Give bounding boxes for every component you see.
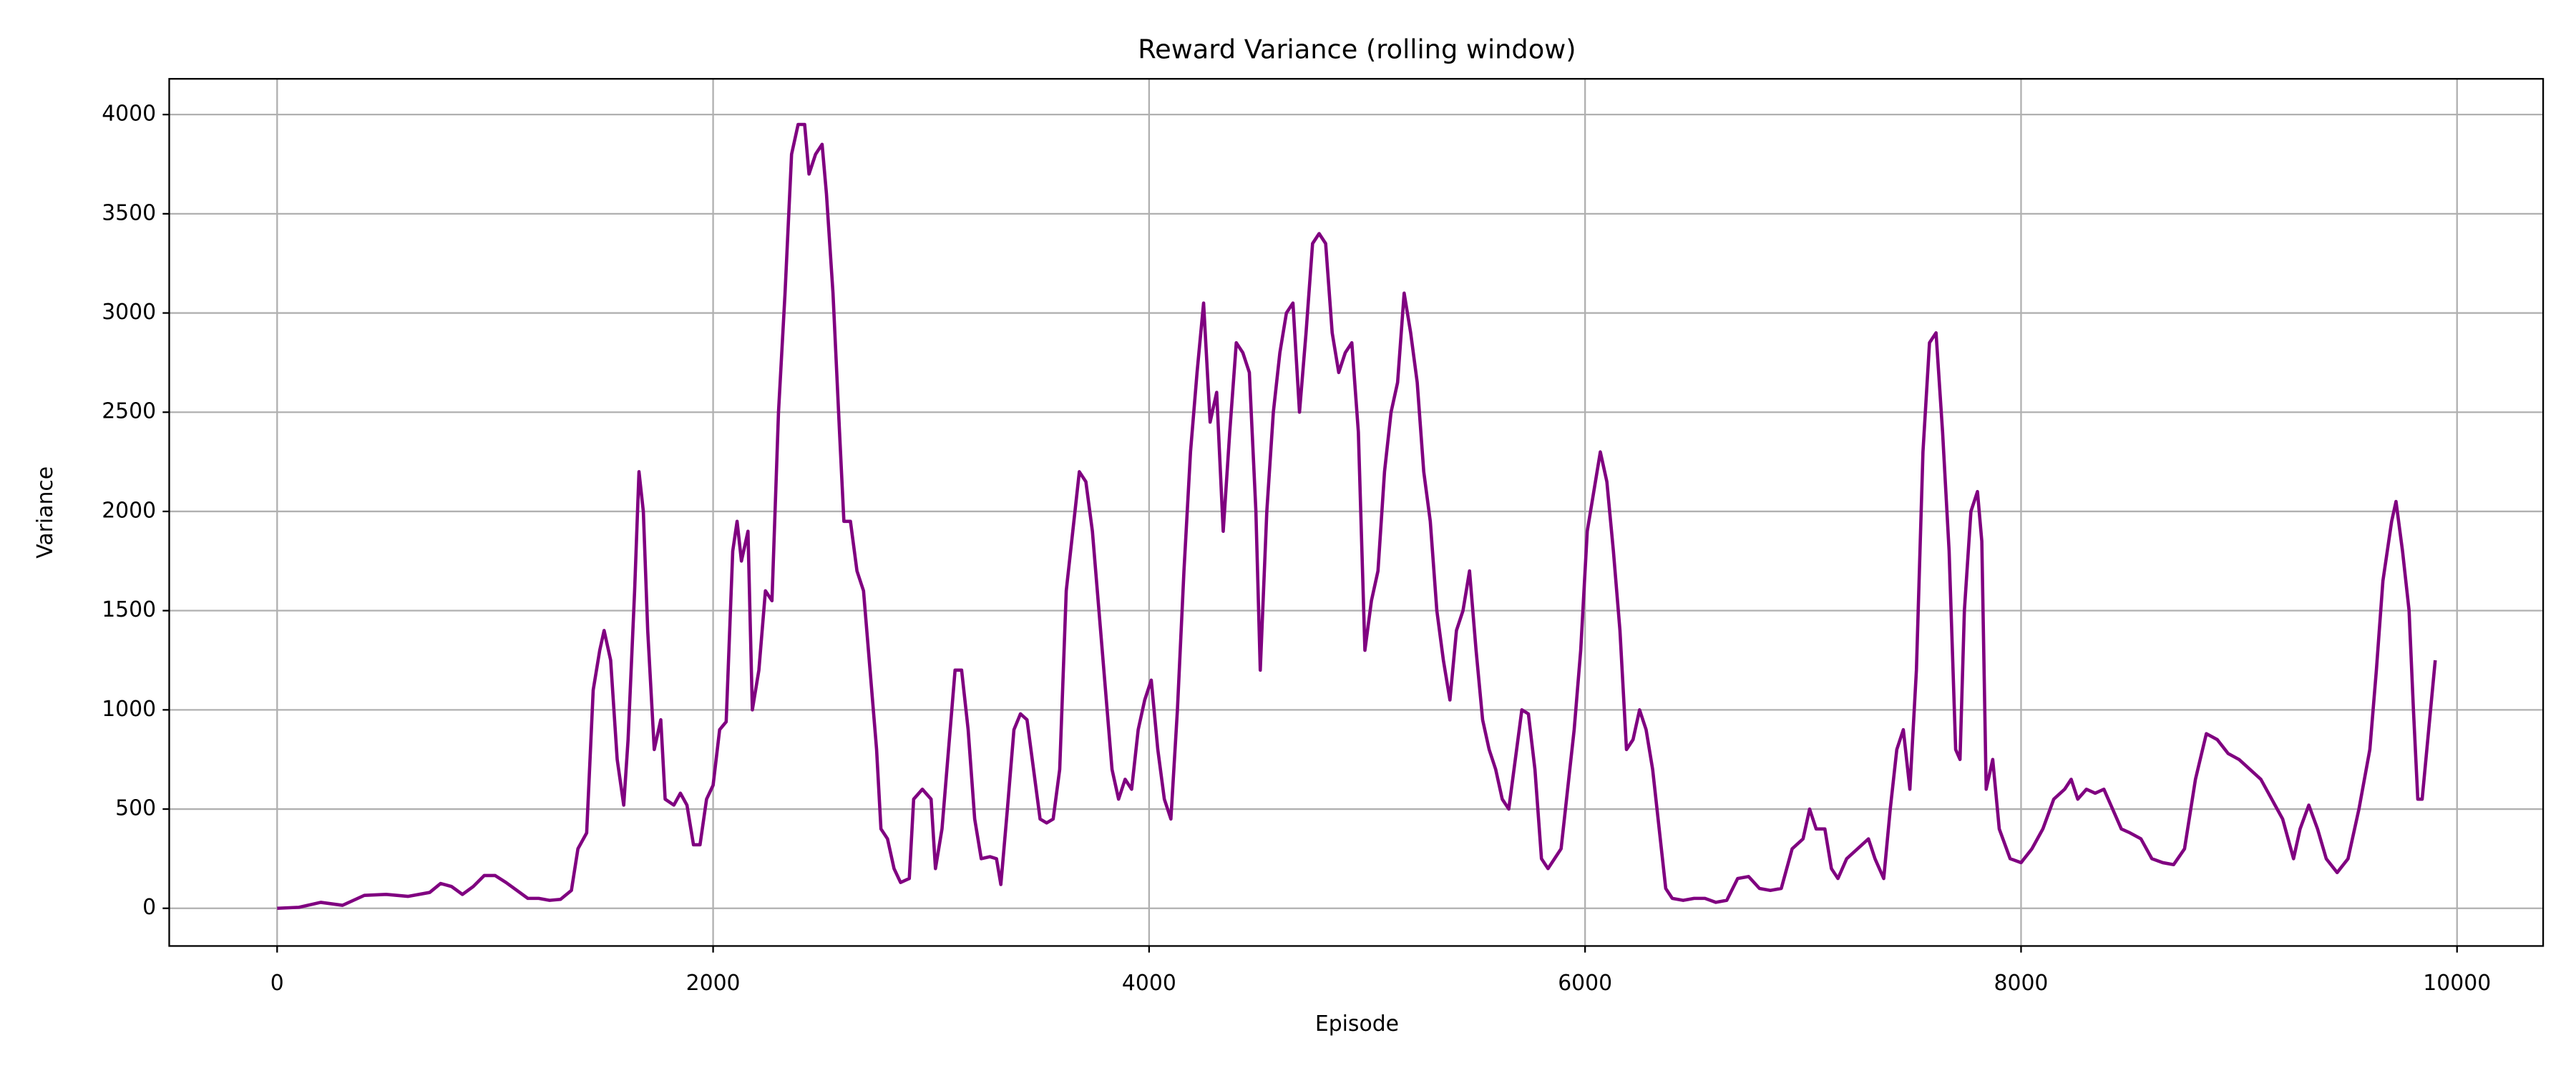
y-tick-label: 2500 (102, 399, 156, 424)
y-tick-label: 3000 (102, 300, 156, 325)
y-tick-label: 0 (142, 895, 156, 920)
y-tick-label: 2000 (102, 498, 156, 523)
y-tick-label: 1500 (102, 597, 156, 622)
y-tick-label: 3500 (102, 200, 156, 225)
line-series (277, 122, 2437, 911)
grid (169, 79, 2544, 946)
y-tick-label: 1000 (102, 697, 156, 722)
x-tick-label: 0 (270, 971, 284, 996)
x-tick-label: 8000 (1994, 971, 2048, 996)
x-tick-label: 6000 (1558, 971, 1612, 996)
ticks: 0 2000 4000 6000 8000 10000 0 500 1000 1500 2000 25… (102, 102, 2491, 996)
plot-frame (168, 78, 2545, 947)
x-tick-label: 2000 (686, 971, 741, 996)
x-tick-label: 10000 (2423, 971, 2491, 996)
y-tick-label: 4000 (102, 102, 156, 127)
chart-title: Reward Variance (rolling window) (1138, 34, 1576, 65)
x-axis-label: Episode (1315, 1011, 1399, 1037)
y-axis-label: Variance (33, 466, 58, 559)
y-tick-label: 500 (115, 796, 156, 821)
plot (277, 122, 2437, 911)
x-tick-label: 4000 (1122, 971, 1176, 996)
